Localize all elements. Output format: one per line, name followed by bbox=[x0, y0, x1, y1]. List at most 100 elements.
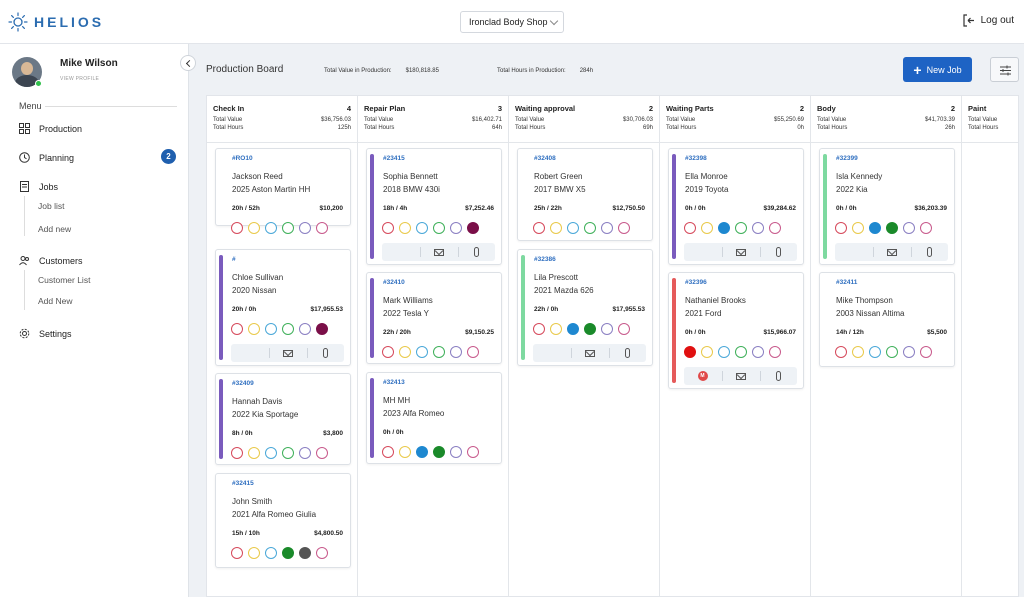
status-dot[interactable] bbox=[835, 346, 847, 358]
status-dot[interactable] bbox=[299, 547, 311, 559]
mail-button[interactable] bbox=[420, 243, 457, 261]
status-dot[interactable] bbox=[920, 222, 932, 234]
attachment-button[interactable] bbox=[760, 243, 797, 261]
status-dot[interactable] bbox=[467, 346, 479, 358]
status-dot[interactable] bbox=[382, 222, 394, 234]
status-dot[interactable] bbox=[231, 547, 243, 559]
sidebar-item-jobs[interactable]: Jobs bbox=[19, 181, 58, 192]
status-dot[interactable] bbox=[886, 346, 898, 358]
status-dot[interactable] bbox=[684, 346, 696, 358]
status-dot[interactable] bbox=[852, 346, 864, 358]
status-dot[interactable] bbox=[584, 222, 596, 234]
attachment-button[interactable] bbox=[458, 243, 495, 261]
status-dot[interactable] bbox=[248, 222, 260, 234]
status-dot[interactable] bbox=[735, 346, 747, 358]
action-slot[interactable] bbox=[835, 243, 872, 261]
status-dot[interactable] bbox=[752, 222, 764, 234]
status-dot[interactable] bbox=[533, 222, 545, 234]
ro-number[interactable]: #32411 bbox=[836, 279, 858, 286]
status-dot[interactable] bbox=[701, 222, 713, 234]
sidebar-item-customers[interactable]: Customers bbox=[19, 255, 83, 266]
job-card[interactable]: #32409 Hannah Davis 2022 Kia Sportage 8h / … bbox=[215, 373, 351, 465]
attachment-button[interactable] bbox=[609, 344, 646, 362]
status-dot[interactable] bbox=[835, 222, 847, 234]
collapse-sidebar-button[interactable] bbox=[180, 55, 196, 71]
ro-number[interactable]: #23415 bbox=[383, 155, 405, 162]
status-dot[interactable] bbox=[248, 547, 260, 559]
job-card[interactable]: #32396 Nathaniel Brooks 2021 Ford 0h / 0h $1… bbox=[668, 272, 804, 389]
mail-button[interactable] bbox=[571, 344, 608, 362]
status-dot[interactable] bbox=[231, 447, 243, 459]
job-card[interactable]: #32413 MH MH 2023 Alfa Romeo 0h / 0h bbox=[366, 372, 502, 464]
mail-button[interactable] bbox=[722, 243, 759, 261]
action-slot[interactable] bbox=[684, 243, 721, 261]
logout-button[interactable]: Log out bbox=[962, 14, 1014, 27]
status-dot[interactable] bbox=[450, 222, 462, 234]
status-dot[interactable] bbox=[316, 547, 328, 559]
action-slot[interactable] bbox=[533, 344, 570, 362]
ro-number[interactable]: #32386 bbox=[534, 256, 556, 263]
status-dot[interactable] bbox=[265, 547, 277, 559]
status-dot[interactable] bbox=[248, 447, 260, 459]
status-dot[interactable] bbox=[735, 222, 747, 234]
sidebar-item-production[interactable]: Production bbox=[19, 123, 82, 134]
job-card[interactable]: #32399 Isla Kennedy 2022 Kia 0h / 0h $36,203… bbox=[819, 148, 955, 265]
job-card[interactable]: #23415 Sophia Bennett 2018 BMW 430i 18h / 4… bbox=[366, 148, 502, 265]
attachment-button[interactable] bbox=[911, 243, 948, 261]
job-card[interactable]: #32398 Ella Monroe 2019 Toyota 0h / 0h $39,2… bbox=[668, 148, 804, 265]
status-dot[interactable] bbox=[718, 346, 730, 358]
status-dot[interactable] bbox=[316, 222, 328, 234]
status-dot[interactable] bbox=[769, 346, 781, 358]
job-card[interactable]: #32386 Lila Prescott 2021 Mazda 626 22h / 0… bbox=[517, 249, 653, 366]
status-dot[interactable] bbox=[567, 323, 579, 335]
ro-number[interactable]: #32398 bbox=[685, 155, 707, 162]
status-dot[interactable] bbox=[265, 323, 277, 335]
action-slot[interactable] bbox=[382, 243, 419, 261]
status-dot[interactable] bbox=[869, 222, 881, 234]
job-card[interactable]: #32410 Mark Williams 2022 Tesla Y 22h / 20h… bbox=[366, 272, 502, 364]
ro-number[interactable]: # bbox=[232, 256, 236, 263]
status-dot[interactable] bbox=[265, 447, 277, 459]
status-dot[interactable] bbox=[601, 323, 613, 335]
status-dot[interactable] bbox=[701, 346, 713, 358]
action-slot[interactable]: M bbox=[684, 367, 721, 385]
status-dot[interactable] bbox=[416, 346, 428, 358]
job-card[interactable]: #32415 John Smith 2021 Alfa Romeo Giulia 15… bbox=[215, 473, 351, 568]
status-dot[interactable] bbox=[567, 222, 579, 234]
ro-number[interactable]: #32408 bbox=[534, 155, 556, 162]
mail-button[interactable] bbox=[873, 243, 910, 261]
filter-button[interactable] bbox=[990, 57, 1019, 82]
status-dot[interactable] bbox=[382, 446, 394, 458]
status-dot[interactable] bbox=[584, 323, 596, 335]
shop-select[interactable]: Ironclad Body Shop bbox=[460, 11, 564, 33]
status-dot[interactable] bbox=[433, 446, 445, 458]
status-dot[interactable] bbox=[316, 447, 328, 459]
status-dot[interactable] bbox=[282, 547, 294, 559]
ro-number[interactable]: #32413 bbox=[383, 379, 405, 386]
status-dot[interactable] bbox=[852, 222, 864, 234]
status-dot[interactable] bbox=[248, 323, 260, 335]
ro-number[interactable]: #RO10 bbox=[232, 155, 253, 162]
sidebar-subitem-add-customer[interactable]: Add New bbox=[38, 296, 73, 306]
view-profile-link[interactable]: VIEW PROFILE bbox=[60, 76, 100, 82]
status-dot[interactable] bbox=[382, 346, 394, 358]
status-dot[interactable] bbox=[433, 222, 445, 234]
status-dot[interactable] bbox=[618, 323, 630, 335]
status-dot[interactable] bbox=[752, 346, 764, 358]
new-job-button[interactable]: + New Job bbox=[903, 57, 972, 82]
ro-number[interactable]: #32415 bbox=[232, 480, 254, 487]
status-dot[interactable] bbox=[533, 323, 545, 335]
status-dot[interactable] bbox=[282, 447, 294, 459]
status-dot[interactable] bbox=[869, 346, 881, 358]
sidebar-item-settings[interactable]: Settings bbox=[19, 328, 72, 339]
status-dot[interactable] bbox=[684, 222, 696, 234]
status-dot[interactable] bbox=[299, 222, 311, 234]
mail-button[interactable] bbox=[269, 344, 306, 362]
status-dot[interactable] bbox=[769, 222, 781, 234]
status-dot[interactable] bbox=[903, 222, 915, 234]
job-card[interactable]: #32411 Mike Thompson 2003 Nissan Altima 14h… bbox=[819, 272, 955, 367]
status-dot[interactable] bbox=[282, 323, 294, 335]
status-dot[interactable] bbox=[416, 446, 428, 458]
sidebar-subitem-customer-list[interactable]: Customer List bbox=[38, 275, 91, 285]
status-dot[interactable] bbox=[416, 222, 428, 234]
